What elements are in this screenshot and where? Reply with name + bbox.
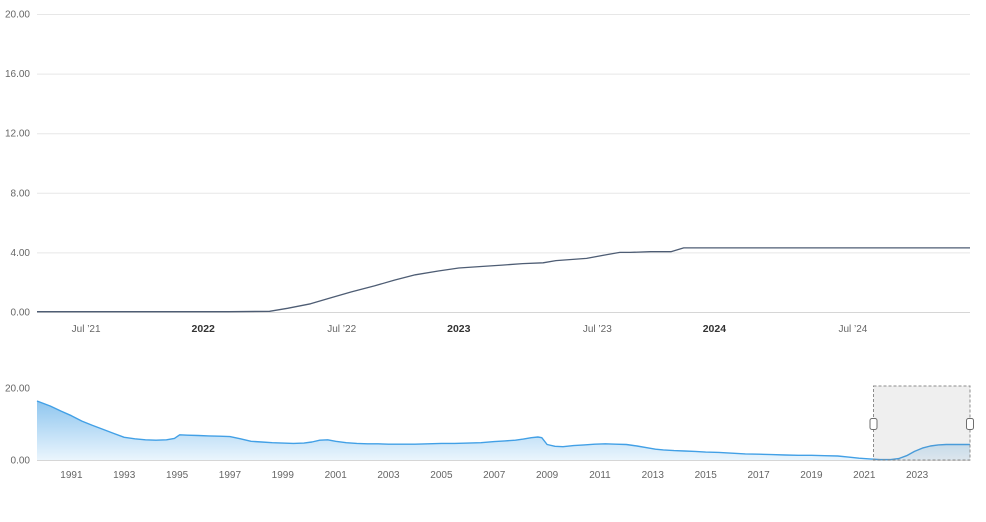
main-chart-plot[interactable]: 0.00 4.00 8.00 12.00 16.00 20.00 Jul ’21 2022 Ju… — [0, 0, 986, 350]
x-axis-label: Jul ’22 — [327, 324, 356, 335]
x-axis-label: 2013 — [642, 470, 665, 481]
y-axis-label: 12.00 — [5, 129, 30, 140]
y-axis-label: 0.00 — [11, 308, 31, 319]
y-axis-label: 8.00 — [11, 188, 31, 199]
x-axis-label: 2001 — [325, 470, 348, 481]
y-axis-label: 20.00 — [5, 10, 30, 21]
x-axis-label: 2019 — [800, 470, 823, 481]
x-axis-label: 2007 — [483, 470, 506, 481]
x-axis-label: 2021 — [853, 470, 876, 481]
x-axis-label: 2005 — [430, 470, 453, 481]
x-axis-label: 2009 — [536, 470, 559, 481]
navigator-handle-right[interactable] — [966, 418, 974, 430]
x-axis-label: 1999 — [272, 470, 295, 481]
y-axis-label: 20.00 — [5, 384, 30, 395]
x-axis-label: 2003 — [377, 470, 400, 481]
x-axis-label: 1997 — [219, 470, 242, 481]
x-axis-label: 1993 — [113, 470, 136, 481]
x-axis-label: 2015 — [695, 470, 718, 481]
x-axis-label: 2017 — [747, 470, 770, 481]
x-axis-label: Jul ’21 — [72, 324, 101, 335]
navigator-area-fill — [37, 401, 970, 460]
y-axis-label: 16.00 — [5, 69, 30, 80]
x-axis-label: 2024 — [703, 323, 727, 335]
navigator-plot[interactable]: 20.00 0.00 1991 1993 1995 1997 1999 2001 2003 200… — [0, 372, 986, 522]
x-axis-label: 2023 — [447, 323, 471, 335]
main-series-line — [37, 247, 970, 313]
y-axis-label: 0.00 — [11, 456, 31, 467]
x-axis-label: 2011 — [589, 470, 611, 481]
y-axis-label: 4.00 — [11, 248, 31, 259]
x-axis-label: 2022 — [192, 323, 216, 335]
x-axis-label: 2023 — [906, 470, 929, 481]
navigator-selection[interactable] — [873, 385, 971, 461]
x-axis-label: 1991 — [60, 470, 83, 481]
navigator-handle-left[interactable] — [869, 418, 878, 430]
x-axis-label: Jul ’23 — [583, 324, 612, 335]
navigator-series-line — [36, 400, 970, 461]
x-axis-label: 1995 — [166, 470, 189, 481]
x-axis-label: Jul ’24 — [838, 324, 867, 335]
